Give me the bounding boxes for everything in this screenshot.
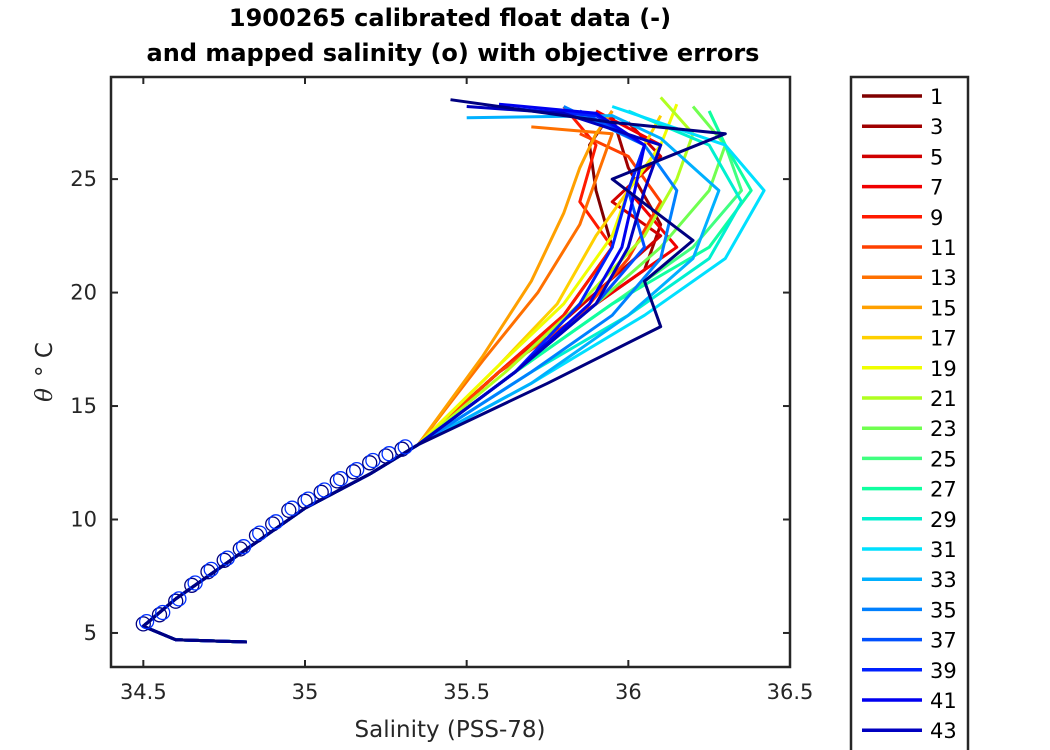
mapped-marker-14-0	[362, 455, 378, 471]
series-line-45	[141, 98, 727, 644]
legend-label-43: 43	[930, 719, 957, 743]
mapped-marker-10-1	[300, 491, 316, 507]
y-axis-label: θ ° C	[32, 342, 58, 402]
mapped-marker-7-1	[252, 525, 268, 541]
legend-label-9: 9	[930, 206, 943, 230]
mapped-marker-2-0	[168, 593, 184, 609]
mapped-marker-2-1	[171, 591, 187, 607]
mapped-marker-1-0	[151, 607, 168, 623]
mapped-marker-3-1	[187, 575, 203, 591]
legend-label-17: 17	[930, 327, 957, 351]
y-axis-label-symbol: θ	[32, 388, 58, 402]
legend-label-27: 27	[930, 478, 957, 502]
mapped-marker-11-1	[316, 482, 333, 498]
mapped-marker-7-0	[248, 527, 265, 544]
mapped-marker-16-0	[394, 441, 410, 457]
mapped-marker-4-0	[200, 564, 216, 580]
mapped-marker-5-0	[216, 552, 232, 568]
legend-label-5: 5	[930, 145, 943, 169]
mapped-marker-12-0	[329, 473, 345, 489]
legend-label-21: 21	[930, 387, 957, 411]
x-tick-label-1: 35	[292, 680, 319, 704]
chart-title-line-1: 1900265 calibrated float data (-)	[229, 4, 671, 32]
legend-label-1: 1	[930, 85, 943, 109]
x-tick-label-3: 36	[615, 680, 642, 704]
axis-ticks: 34.5 35 35.5 36 36.5 5 10 15 20 25	[70, 77, 813, 704]
mapped-salinity-markers	[135, 439, 413, 632]
legend-label-39: 39	[930, 659, 957, 683]
mapped-marker-13-1	[349, 461, 365, 478]
y-axis-label-unit: ° C	[32, 342, 58, 377]
mapped-marker-13-0	[345, 464, 362, 480]
y-tick-label-3: 20	[70, 281, 97, 305]
legend-label-11: 11	[930, 236, 957, 260]
mapped-marker-1-1	[155, 604, 171, 621]
y-tick-label-0: 5	[84, 621, 97, 645]
y-tick-label-2: 15	[70, 394, 97, 418]
legend-label-13: 13	[930, 266, 957, 290]
mapped-marker-11-0	[313, 484, 329, 500]
legend-label-15: 15	[930, 296, 957, 320]
mapped-marker-6-1	[235, 539, 252, 555]
legend-label-3: 3	[930, 115, 943, 139]
mapped-marker-3-0	[184, 577, 200, 593]
mapped-marker-9-0	[281, 502, 297, 519]
y-tick-label-1: 10	[70, 508, 97, 532]
mapped-marker-6-0	[232, 541, 248, 557]
plot-frame	[109, 75, 792, 669]
x-tick-label-4: 36.5	[767, 680, 814, 704]
mapped-marker-9-1	[284, 500, 300, 516]
legend-label-31: 31	[930, 538, 957, 562]
mapped-marker-16-1	[397, 439, 413, 455]
x-tick-label-0: 34.5	[120, 680, 167, 704]
legend-label-37: 37	[930, 629, 957, 653]
legend-label-29: 29	[930, 508, 957, 532]
mapped-marker-0-0	[135, 616, 151, 632]
legend-box	[849, 75, 970, 750]
mapped-marker-4-1	[203, 561, 219, 578]
mapped-marker-0-1	[138, 613, 155, 630]
legend-label-41: 41	[930, 689, 957, 713]
mapped-marker-15-0	[378, 448, 394, 464]
legend-label-23: 23	[930, 417, 957, 441]
mapped-marker-8-1	[268, 514, 284, 530]
legend-label-25: 25	[930, 447, 957, 471]
mapped-marker-12-1	[332, 471, 349, 487]
legend-label-35: 35	[930, 598, 957, 622]
mapped-marker-8-0	[265, 516, 281, 532]
legend-label-7: 7	[930, 176, 943, 200]
y-tick-label-4: 25	[70, 167, 97, 191]
legend-label-33: 33	[930, 568, 957, 592]
chart-title-line-2: and mapped salinity (o) with objective e…	[147, 39, 760, 67]
mapped-marker-10-0	[297, 493, 313, 509]
x-tick-label-2: 35.5	[443, 680, 490, 704]
mapped-marker-5-1	[219, 550, 236, 566]
x-axis-label: Salinity (PSS-78)	[355, 717, 546, 743]
legend-label-19: 19	[930, 357, 957, 381]
plot-area	[111, 77, 790, 667]
